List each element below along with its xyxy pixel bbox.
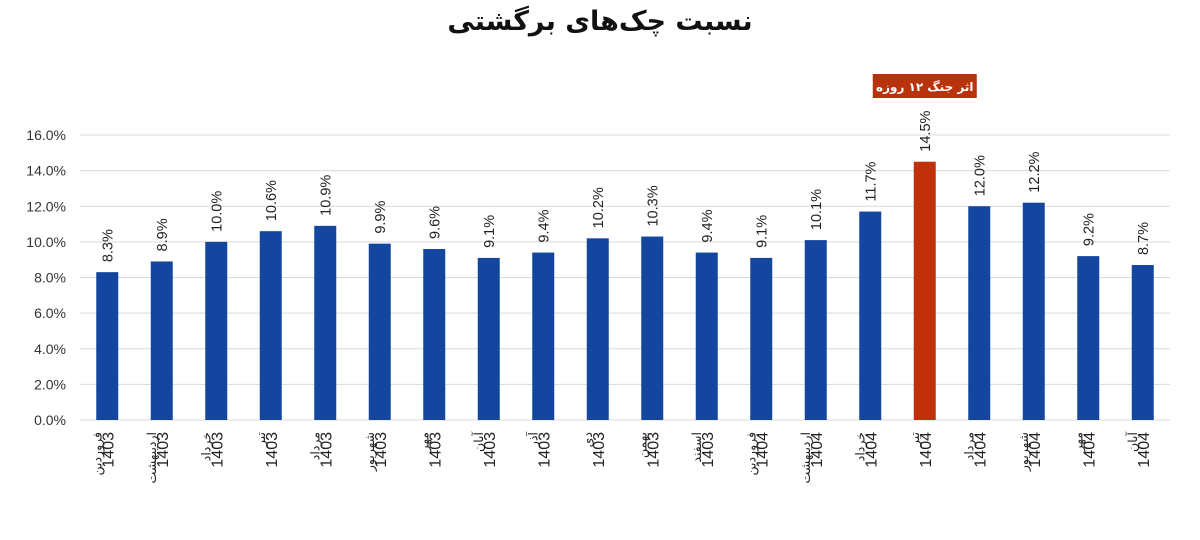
x-tick-label-month: خرداد xyxy=(198,432,214,461)
data-label: 9.1% xyxy=(482,215,498,248)
x-tick-label-year: 1404 xyxy=(809,432,826,468)
bar xyxy=(859,211,882,420)
x-tick-label-year: 1404 xyxy=(1136,432,1153,468)
bar xyxy=(314,225,337,420)
data-label: 9.2% xyxy=(1081,213,1097,246)
x-tick-label-month: مهر xyxy=(1070,432,1086,452)
y-tick-label: 16.0% xyxy=(26,127,66,143)
data-label: 10.9% xyxy=(318,175,334,216)
bar xyxy=(1131,265,1154,420)
x-tick-label-year: 1403 xyxy=(645,432,662,468)
x-tick-label-year: 1404 xyxy=(1081,432,1098,468)
x-tick-label-year: 1403 xyxy=(482,432,499,468)
data-label: 11.7% xyxy=(863,161,879,201)
x-tick-label-year: 1404 xyxy=(918,432,935,468)
y-tick-label: 12.0% xyxy=(26,198,66,214)
x-tick-label-year: 1403 xyxy=(373,432,390,468)
x-tick-label-year: 1403 xyxy=(591,432,608,468)
y-tick-label: 4.0% xyxy=(34,341,66,357)
x-tick-label-year: 1404 xyxy=(972,432,989,468)
x-tick-label-month: دی xyxy=(580,432,595,447)
annotation-box xyxy=(872,74,977,98)
data-label: 10.3% xyxy=(645,185,661,226)
y-tick-label: 0.0% xyxy=(34,412,66,428)
bar xyxy=(1022,202,1045,420)
chart-title: نسبت چک‌های برگشتی xyxy=(447,6,753,37)
data-label: 14.5% xyxy=(918,110,934,151)
bar xyxy=(259,231,282,420)
x-tick-label-year: 1403 xyxy=(318,432,335,468)
x-tick-label-month: اسفند xyxy=(689,432,704,463)
bar xyxy=(913,161,936,420)
x-tick-label-year: 1403 xyxy=(209,432,226,468)
data-label: 10.0% xyxy=(209,191,225,232)
x-tick-label-month: اردیبهشت xyxy=(798,432,814,484)
bar xyxy=(423,249,446,420)
data-label: 9.4% xyxy=(700,209,716,242)
data-label: 9.6% xyxy=(427,206,443,239)
bar xyxy=(695,252,718,420)
bar xyxy=(150,261,173,420)
x-tick-label-year: 1403 xyxy=(536,432,553,468)
x-tick-label-month: تیر xyxy=(907,431,923,447)
x-tick-label-month: شهریور xyxy=(1016,432,1032,472)
data-label: 10.1% xyxy=(809,189,825,230)
x-tick-label-year: 1403 xyxy=(155,432,172,468)
x-tick-label-year: 1404 xyxy=(1027,432,1044,468)
bar xyxy=(477,257,500,420)
x-tick-label-year: 1403 xyxy=(100,432,117,468)
x-tick-label-month: شهریور xyxy=(362,432,378,472)
annotation-label: اثر جنگ ۱۲ روزه xyxy=(876,80,973,95)
x-tick-label-month: آذر xyxy=(525,431,541,448)
x-tick-label-year: 1403 xyxy=(264,432,281,468)
bar xyxy=(804,240,827,420)
x-tick-label-year: 1403 xyxy=(700,432,717,468)
bar xyxy=(368,243,391,420)
x-tick-label-month: بهمن xyxy=(634,432,650,458)
bar xyxy=(641,236,664,420)
x-tick-label-month: فروردین xyxy=(89,432,105,476)
data-label: 10.2% xyxy=(591,187,607,228)
data-label: 10.6% xyxy=(264,180,280,221)
x-tick-label-month: مرداد xyxy=(307,432,323,460)
data-label: 8.9% xyxy=(155,218,171,251)
x-tick-label-month: آبان xyxy=(1125,431,1140,451)
x-tick-label-month: تیر xyxy=(253,431,269,447)
x-tick-label-month: مرداد xyxy=(961,432,977,460)
y-tick-label: 2.0% xyxy=(34,376,66,392)
x-tick-label-month: آبان xyxy=(471,431,486,451)
x-tick-label-year: 1403 xyxy=(427,432,444,468)
bar xyxy=(586,238,609,420)
x-tick-label-month: خرداد xyxy=(852,432,868,461)
data-label: 8.3% xyxy=(100,229,116,262)
data-label: 9.4% xyxy=(536,209,552,242)
x-tick-label-year: 1404 xyxy=(754,432,771,468)
data-label: 12.2% xyxy=(1027,151,1043,192)
data-label: 12.0% xyxy=(972,155,988,196)
x-tick-label-month: مهر xyxy=(416,432,432,452)
x-tick-label-month: فروردین xyxy=(743,432,759,476)
bar xyxy=(968,206,991,420)
x-tick-label-year: 1404 xyxy=(863,432,880,468)
bar xyxy=(205,241,228,420)
x-tick-label-month: اردیبهشت xyxy=(144,432,160,484)
y-tick-label: 6.0% xyxy=(34,305,66,321)
y-tick-label: 10.0% xyxy=(26,234,66,250)
data-label: 8.7% xyxy=(1136,222,1152,255)
y-tick-label: 14.0% xyxy=(26,163,66,179)
bar xyxy=(532,252,555,420)
bar xyxy=(96,272,119,420)
bar xyxy=(750,257,773,420)
data-label: 9.1% xyxy=(754,215,770,248)
y-tick-label: 8.0% xyxy=(34,270,66,286)
bar xyxy=(1077,256,1100,420)
data-label: 9.9% xyxy=(373,200,389,233)
